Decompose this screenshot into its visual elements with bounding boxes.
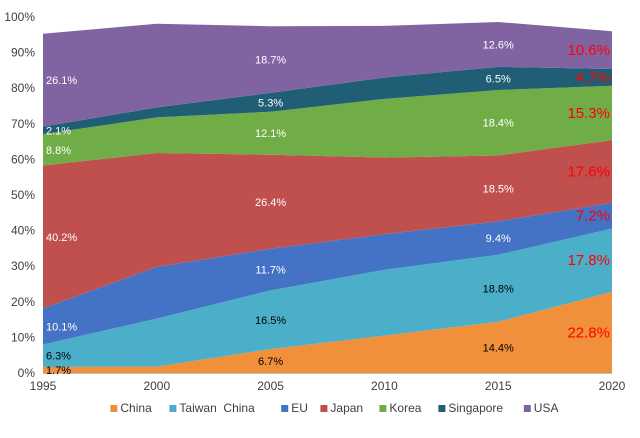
legend-label-japan: Japan [330,401,363,415]
data-label: 17.8% [567,252,610,269]
legend-label-china: China [120,401,152,415]
x-tick-label: 2015 [485,379,512,393]
y-tick-label: 60% [11,152,35,166]
data-label: 8.8% [46,145,71,157]
legend-swatch-taiwan-china [169,405,177,412]
x-tick-label: 2000 [143,379,170,393]
data-label: 16.5% [255,315,286,327]
data-label: 40.2% [46,232,77,244]
y-tick-label: 40% [11,224,35,238]
legend: China Taiwan China EU Japan Korea Singapore US… [110,401,558,415]
data-label: 5.3% [258,97,283,109]
data-label: 15.3% [567,105,610,122]
data-label: 17.6% [567,164,610,181]
area-singapore [43,66,612,135]
data-label: 6.7% [258,356,283,368]
y-tick-label: 70% [11,117,35,131]
area-series-group [43,21,612,373]
legend-swatch-eu [281,405,289,412]
y-tick-label: 90% [11,46,35,60]
y-tick-label: 0% [18,366,36,380]
area-usa [43,21,612,127]
y-tick-label: 50% [11,188,35,202]
legend-label-korea: Korea [389,401,421,415]
legend-label-eu: EU [291,401,308,415]
data-label: 11.7% [255,265,286,277]
data-label: 10.1% [46,322,77,334]
area-china [43,291,612,373]
data-label: 1.7% [46,365,71,377]
data-label: 18.5% [483,183,514,195]
legend-swatch-usa [523,405,531,412]
legend-swatch-japan [320,405,328,412]
data-label: 26.1% [46,75,77,87]
legend-label-singapore: Singapore [448,401,503,415]
legend-swatch-singapore [438,405,446,412]
y-tick-label: 100% [4,10,35,24]
data-label: 2.1% [46,125,71,137]
data-label: 18.4% [483,118,514,130]
y-tick-label: 80% [11,81,35,95]
area-taiwan-china [43,228,612,367]
area-japan [43,140,612,309]
legend-label-usa: USA [534,401,559,415]
area-korea [43,85,612,166]
data-label: 12.6% [483,39,514,51]
data-label: 14.4% [483,342,514,354]
x-tick-label: 2005 [257,379,284,393]
data-label: 22.8% [567,324,610,341]
data-label: 9.4% [486,233,511,245]
y-tick-label: 10% [11,330,35,344]
y-tick-label: 30% [11,259,35,273]
legend-label-taiwan-china: Taiwan China [179,401,255,415]
data-label: 7.2% [576,208,610,225]
legend-swatch-china [110,405,118,412]
data-label: 6.5% [486,73,511,85]
x-tick-label: 1995 [30,379,57,393]
data-label: 10.6% [567,42,610,59]
data-label: 18.8% [483,283,514,295]
data-label: 6.3% [46,351,71,363]
data-label: 4.7% [576,69,610,86]
data-label: 18.7% [255,55,286,67]
x-tick-label: 2020 [599,379,626,393]
data-label: 12.1% [255,128,286,140]
legend-swatch-korea [379,405,387,412]
y-tick-label: 20% [11,295,35,309]
data-label: 26.4% [255,197,286,209]
x-tick-label: 2010 [371,379,398,393]
data-labels-group: 1.7% 6.3% 10.1% 40.2% 8.8% 2.1% 26.1% 6.7% 16.5%… [46,39,610,377]
area-eu [43,202,612,345]
axes-group: 0% 10% 20% 30% 40% 50% 60% 70% 80% 90% 100% 1995 200… [4,10,625,393]
